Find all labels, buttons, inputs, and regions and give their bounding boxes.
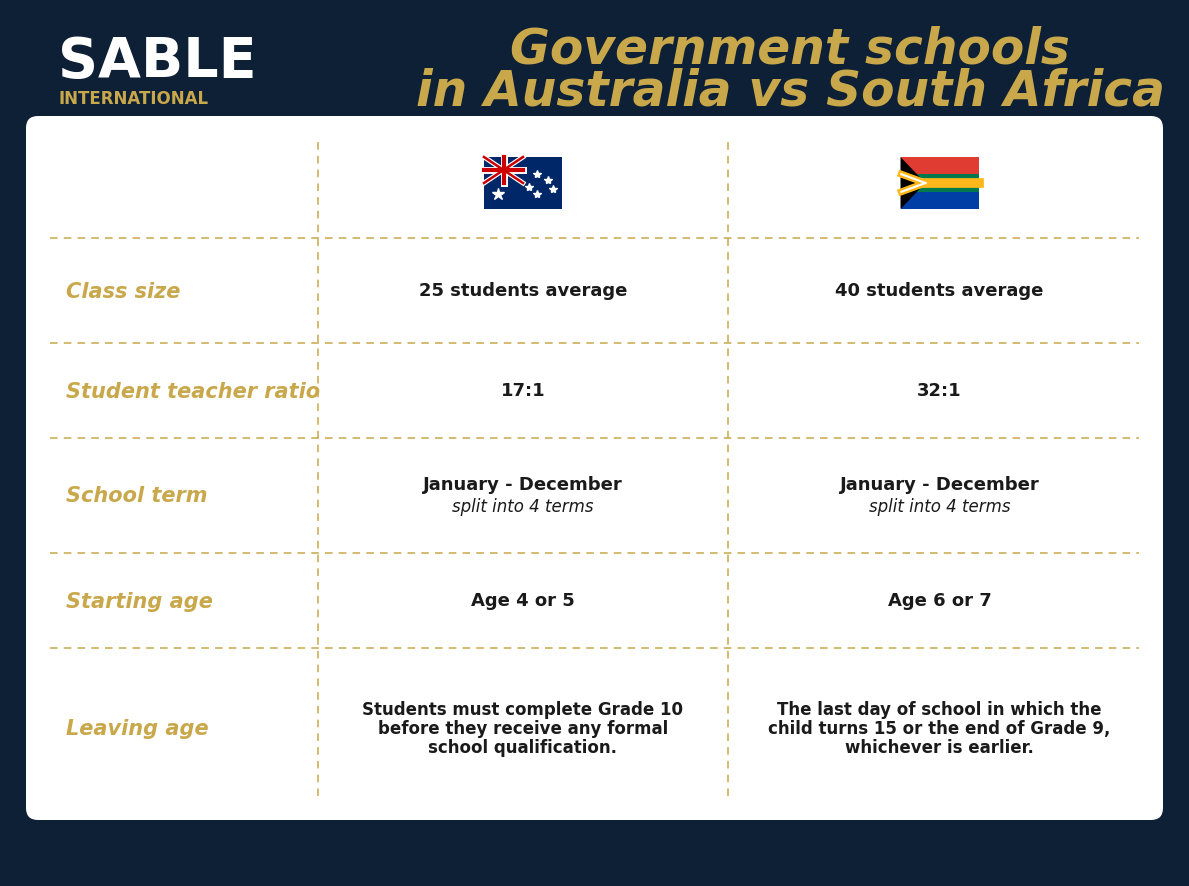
Text: split into 4 terms: split into 4 terms [869, 498, 1011, 516]
Text: Age 4 or 5: Age 4 or 5 [471, 592, 574, 610]
Text: Leaving age: Leaving age [67, 719, 208, 738]
Text: 25 students average: 25 students average [419, 282, 627, 300]
Text: 32:1: 32:1 [917, 382, 962, 400]
Text: INTERNATIONAL: INTERNATIONAL [58, 89, 208, 108]
Text: whichever is earlier.: whichever is earlier. [845, 738, 1034, 756]
Text: Student teacher ratio: Student teacher ratio [67, 381, 320, 401]
Text: child turns 15 or the end of Grade 9,: child turns 15 or the end of Grade 9, [768, 719, 1111, 737]
FancyBboxPatch shape [900, 183, 979, 210]
Text: 40 students average: 40 students average [836, 282, 1044, 300]
Text: school qualification.: school qualification. [428, 738, 617, 756]
FancyBboxPatch shape [900, 158, 979, 183]
Text: 17:1: 17:1 [501, 382, 546, 400]
Text: January - December: January - December [839, 476, 1039, 494]
Text: January - December: January - December [423, 476, 623, 494]
Text: Students must complete Grade 10: Students must complete Grade 10 [363, 700, 684, 719]
FancyBboxPatch shape [26, 117, 1163, 820]
Polygon shape [900, 158, 925, 210]
Text: The last day of school in which the: The last day of school in which the [778, 700, 1102, 719]
Text: Age 6 or 7: Age 6 or 7 [888, 592, 992, 610]
Text: SABLE: SABLE [58, 35, 257, 89]
Text: before they receive any formal: before they receive any formal [378, 719, 668, 737]
Text: in Australia vs South Africa: in Australia vs South Africa [415, 67, 1164, 115]
Text: Government schools: Government schools [510, 25, 1070, 73]
Text: split into 4 terms: split into 4 terms [452, 498, 593, 516]
FancyBboxPatch shape [484, 158, 562, 210]
FancyBboxPatch shape [900, 175, 979, 192]
Text: Starting age: Starting age [67, 591, 213, 610]
Text: Class size: Class size [67, 281, 181, 301]
Text: School term: School term [67, 486, 208, 506]
